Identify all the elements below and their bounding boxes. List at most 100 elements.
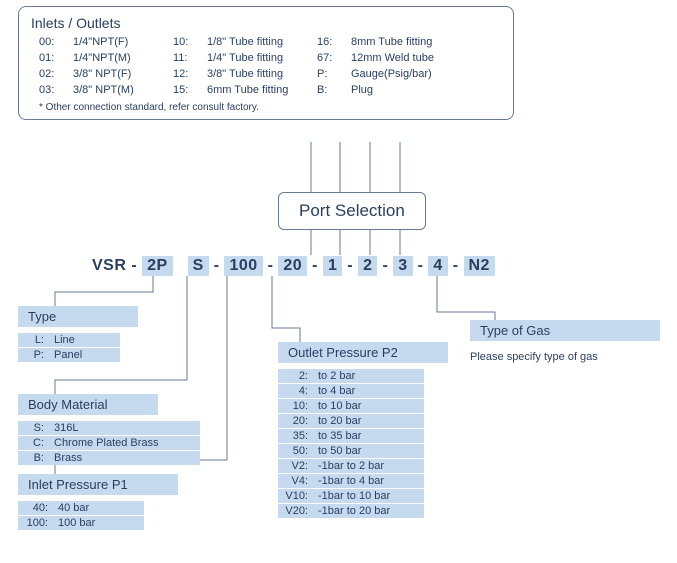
seg-3: 3 [393, 256, 412, 276]
inlet-pressure-section: Inlet Pressure P1 40:40 bar 100:100 bar [18, 474, 178, 531]
bm-val: Chrome Plated Brass [48, 436, 200, 450]
op-val: to 4 bar [312, 384, 424, 398]
inlet-code: P: [317, 68, 351, 80]
dash: - [347, 257, 358, 274]
op-val: to 50 bar [312, 444, 424, 458]
type-val: Panel [48, 348, 120, 362]
op-key: 4: [278, 384, 312, 398]
type-list: L:Line P:Panel [18, 333, 138, 362]
outlet-pressure-section: Outlet Pressure P2 2:to 2 bar 4:to 4 bar… [278, 342, 448, 519]
inlet-label: 12mm Weld tube [351, 52, 461, 64]
body-material-list: S:316L C:Chrome Plated Brass B:Brass [18, 421, 200, 465]
op-val: -1bar to 20 bar [312, 504, 424, 518]
op-key: V20: [278, 504, 312, 518]
inlet-label: 3/8" NPT(F) [73, 68, 173, 80]
type-key: L: [18, 333, 48, 347]
inlet-label: 1/4" Tube fitting [207, 52, 317, 64]
inlet-code: 02: [39, 68, 73, 80]
inlet-code: 01: [39, 52, 73, 64]
inlet-code: 12: [173, 68, 207, 80]
op-val: to 35 bar [312, 429, 424, 443]
op-key: 2: [278, 369, 312, 383]
dash: - [268, 257, 279, 274]
op-val: -1bar to 2 bar [312, 459, 424, 473]
bm-key: C: [18, 436, 48, 450]
inlet-code: 15: [173, 84, 207, 96]
inlet-code: 10: [173, 36, 207, 48]
inlet-code: 16: [317, 36, 351, 48]
inlet-label: 3/8" Tube fitting [207, 68, 317, 80]
seg-1: 1 [323, 256, 342, 276]
bm-val: 316L [48, 421, 200, 435]
dash: - [312, 257, 323, 274]
outlet-pressure-title: Outlet Pressure P2 [288, 345, 398, 360]
bm-val: Brass [48, 451, 200, 465]
op-key: V2: [278, 459, 312, 473]
op-val: -1bar to 10 bar [312, 489, 424, 503]
dash: - [453, 257, 464, 274]
outlet-pressure-header: Outlet Pressure P2 [278, 342, 448, 363]
ip-key: 100: [18, 516, 52, 530]
dash: - [131, 257, 142, 274]
op-key: V10: [278, 489, 312, 503]
partnum-vsr: VSR [92, 257, 126, 274]
op-val: to 10 bar [312, 399, 424, 413]
inlet-label: Gauge(Psig/bar) [351, 68, 461, 80]
inlet-code: 00: [39, 36, 73, 48]
type-val: Line [48, 333, 120, 347]
type-key: P: [18, 348, 48, 362]
port-selection-label: Port Selection [299, 201, 405, 220]
inlets-grid: 00:1/4"NPT(F) 10:1/8" Tube fitting 16:8m… [39, 36, 501, 96]
op-key: 20: [278, 414, 312, 428]
port-selection-box: Port Selection [278, 192, 426, 230]
part-number: VSR - 2P S - 100 - 20 - 1 - 2 - 3 - 4 - … [92, 256, 495, 276]
seg-20: 20 [278, 256, 307, 276]
inlet-code: B: [317, 84, 351, 96]
dash: - [382, 257, 393, 274]
ip-val: 100 bar [52, 516, 144, 530]
op-key: 50: [278, 444, 312, 458]
inlet-pressure-header: Inlet Pressure P1 [18, 474, 178, 495]
seg-4: 4 [428, 256, 447, 276]
inlet-code: 03: [39, 84, 73, 96]
inlet-label: 1/8" Tube fitting [207, 36, 317, 48]
inlet-code: 67: [317, 52, 351, 64]
type-section: Type L:Line P:Panel [18, 306, 138, 363]
op-val: -1bar to 4 bar [312, 474, 424, 488]
dash: - [418, 257, 429, 274]
inlet-label: 6mm Tube fitting [207, 84, 317, 96]
op-key: 35: [278, 429, 312, 443]
inlet-label: 3/8" NPT(M) [73, 84, 173, 96]
inlets-header: Inlets / Outlets [31, 15, 130, 34]
op-val: to 2 bar [312, 369, 424, 383]
seg-n2: N2 [464, 256, 495, 276]
inlets-outlets-box: Inlets / Outlets 00:1/4"NPT(F) 10:1/8" T… [18, 6, 514, 120]
op-val: to 20 bar [312, 414, 424, 428]
seg-s: S [188, 256, 209, 276]
inlet-label: 8mm Tube fitting [351, 36, 461, 48]
inlet-pressure-list: 40:40 bar 100:100 bar [18, 501, 178, 530]
seg-100: 100 [224, 256, 262, 276]
body-material-section: Body Material S:316L C:Chrome Plated Bra… [18, 394, 200, 466]
type-of-gas-note: Please specify type of gas [470, 351, 660, 363]
inlet-code: 11: [173, 52, 207, 64]
bm-key: B: [18, 451, 48, 465]
ip-val: 40 bar [52, 501, 144, 515]
inlet-label: 1/4"NPT(F) [73, 36, 173, 48]
op-key: 10: [278, 399, 312, 413]
inlets-note: * Other connection standard, refer consu… [39, 102, 501, 113]
dash: - [214, 257, 220, 274]
type-of-gas-header: Type of Gas [470, 320, 660, 341]
seg-2p: 2P [142, 256, 173, 276]
inlet-label: 1/4"NPT(M) [73, 52, 173, 64]
seg-2: 2 [358, 256, 377, 276]
body-material-header: Body Material [18, 394, 158, 415]
type-of-gas-section: Type of Gas Please specify type of gas [470, 320, 660, 363]
ip-key: 40: [18, 501, 52, 515]
bm-key: S: [18, 421, 48, 435]
type-header: Type [18, 306, 138, 327]
outlet-pressure-list: 2:to 2 bar 4:to 4 bar 10:to 10 bar 20:to… [278, 369, 448, 518]
inlet-label: Plug [351, 84, 461, 96]
inlet-pressure-title: Inlet Pressure P1 [28, 477, 128, 492]
op-key: V4: [278, 474, 312, 488]
